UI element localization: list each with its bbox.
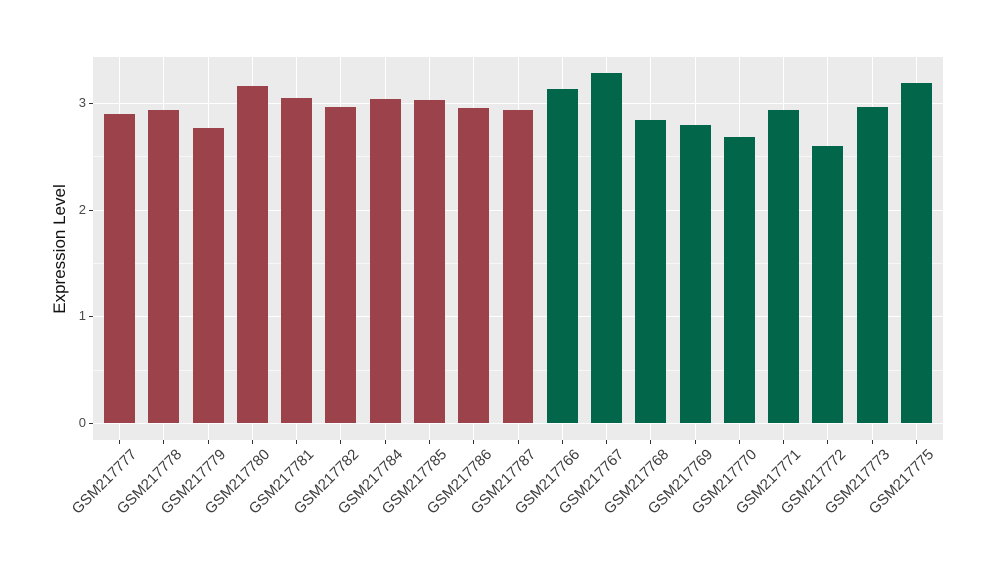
- y-tick-mark: [89, 209, 93, 211]
- x-tick-mark: [517, 440, 519, 444]
- x-tick-mark: [384, 440, 386, 444]
- bar-GSM217771: [768, 110, 800, 423]
- bar-GSM217775: [900, 82, 932, 423]
- x-tick-mark: [296, 440, 298, 444]
- y-tick-label: 1: [78, 308, 86, 324]
- x-tick-mark: [827, 440, 829, 444]
- y-tick-mark: [89, 422, 93, 424]
- bar-GSM217766: [546, 89, 578, 423]
- x-tick-mark: [251, 440, 253, 444]
- x-tick-mark: [606, 440, 608, 444]
- x-tick-mark: [738, 440, 740, 444]
- bar-GSM217767: [591, 73, 623, 423]
- x-tick-mark: [561, 440, 563, 444]
- bar-GSM217782: [325, 107, 357, 423]
- y-tick-mark: [89, 316, 93, 318]
- bar-GSM217778: [148, 110, 180, 423]
- x-tick-mark: [650, 440, 652, 444]
- y-tick-label: 0: [78, 414, 86, 430]
- bar-GSM217769: [679, 125, 711, 423]
- x-tick-mark: [340, 440, 342, 444]
- bar-GSM217768: [635, 119, 667, 423]
- bar-GSM217773: [856, 107, 888, 423]
- bar-GSM217785: [413, 99, 445, 423]
- bar-GSM217786: [458, 108, 490, 423]
- bar-GSM217772: [812, 145, 844, 423]
- bar-GSM217779: [192, 128, 224, 423]
- bar-GSM217780: [236, 85, 268, 423]
- x-tick-mark: [163, 440, 165, 444]
- y-tick-mark: [89, 102, 93, 104]
- bar-GSM217787: [502, 110, 534, 423]
- x-tick-mark: [915, 440, 917, 444]
- bar-GSM217784: [369, 98, 401, 423]
- x-tick-mark: [783, 440, 785, 444]
- plot-panel: [93, 57, 943, 440]
- y-tick-label: 2: [78, 201, 86, 217]
- x-tick-mark: [119, 440, 121, 444]
- x-tick-mark: [871, 440, 873, 444]
- bar-GSM217770: [723, 137, 755, 423]
- bar-GSM217777: [104, 113, 136, 423]
- x-tick-mark: [473, 440, 475, 444]
- x-tick-mark: [428, 440, 430, 444]
- bar-GSM217781: [281, 97, 313, 423]
- y-tick-label: 3: [78, 94, 86, 110]
- x-tick-mark: [207, 440, 209, 444]
- x-tick-mark: [694, 440, 696, 444]
